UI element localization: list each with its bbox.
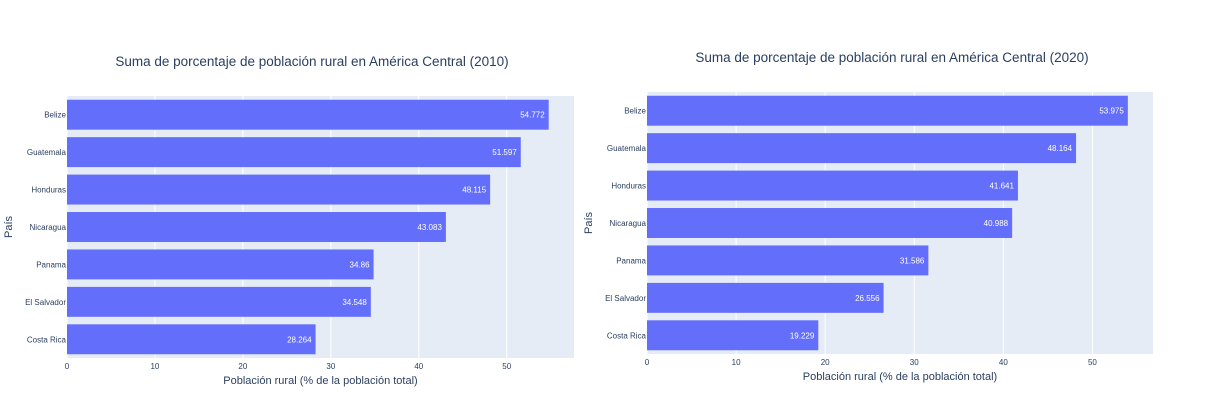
bar — [67, 249, 374, 280]
x-tick-label: 20 — [821, 358, 830, 367]
x-tick-label: 50 — [1088, 358, 1097, 367]
bar — [67, 324, 316, 355]
bar — [647, 245, 929, 276]
bar — [647, 320, 819, 351]
y-tick-label: Guatemala — [607, 144, 647, 153]
bar — [647, 208, 1013, 238]
bar — [67, 212, 446, 242]
y-tick-label: Honduras — [31, 186, 66, 195]
bar-value-label: 34.86 — [350, 260, 371, 269]
x-tick-label: 30 — [910, 358, 919, 367]
chart-title: Suma de porcentaje de población rural en… — [115, 54, 508, 69]
x-tick-label: 40 — [414, 362, 423, 371]
bar-value-label: 53.975 — [1099, 107, 1124, 116]
y-axis-title: País — [3, 215, 15, 238]
y-tick-label: Belize — [44, 111, 66, 120]
chart-2020: 53.975 48.164 41.641 40.988 31.586 26.556 19.2… — [583, 50, 1153, 383]
bar-value-label: 28.264 — [287, 335, 312, 344]
bar-value-label: 48.164 — [1048, 144, 1073, 153]
y-tick-label: Costa Rica — [607, 331, 647, 340]
y-axis-title: País — [583, 211, 595, 234]
bar-value-label: 34.548 — [342, 298, 367, 307]
x-axis-title: Población rural (% de la población total… — [803, 371, 997, 383]
bar — [67, 286, 371, 317]
x-tick-label: 10 — [150, 362, 159, 371]
bar-value-label: 51.597 — [492, 148, 517, 157]
y-tick-label: Belize — [624, 107, 646, 116]
bar-value-label: 40.988 — [984, 219, 1009, 228]
y-tick-label: El Salvador — [25, 298, 66, 307]
bar-value-label: 43.083 — [417, 223, 442, 232]
bar — [67, 137, 521, 168]
bars: 54.772 51.597 48.115 43.083 34.86 34.548 28.26… — [67, 99, 549, 355]
x-tick-label: 20 — [238, 362, 247, 371]
x-tick-label: 0 — [645, 358, 650, 367]
bar — [647, 170, 1018, 201]
chart-2010: 54.772 51.597 48.115 43.083 34.86 34.548 28.26… — [3, 54, 574, 387]
x-tick-label: 30 — [326, 362, 335, 371]
bar-value-label: 19.229 — [790, 331, 815, 340]
y-tick-label: Guatemala — [27, 148, 67, 157]
bar-value-label: 41.641 — [989, 182, 1014, 191]
x-axis-title: Población rural (% de la población total… — [223, 375, 417, 387]
x-tick-label: 10 — [732, 358, 741, 367]
y-tick-label: El Salvador — [605, 294, 646, 303]
y-tick-label: Nicaragua — [610, 219, 647, 228]
bar — [647, 133, 1077, 164]
bars: 53.975 48.164 41.641 40.988 31.586 26.556 19.2… — [647, 95, 1128, 351]
bar — [647, 95, 1128, 126]
x-tick-label: 0 — [65, 362, 70, 371]
bar — [67, 174, 491, 205]
y-tick-label: Costa Rica — [27, 335, 67, 344]
x-tick-label: 40 — [999, 358, 1008, 367]
y-tick-label: Honduras — [611, 182, 646, 191]
y-tick-label: Panama — [616, 256, 646, 265]
y-tick-label: Nicaragua — [30, 223, 67, 232]
bar-value-label: 48.115 — [462, 186, 486, 195]
bar-value-label: 54.772 — [520, 111, 545, 120]
x-tick-label: 50 — [502, 362, 511, 371]
bar-value-label: 31.586 — [900, 256, 925, 265]
y-tick-label: Panama — [36, 260, 66, 269]
chart-title: Suma de porcentaje de población rural en… — [695, 50, 1088, 65]
bar — [647, 282, 884, 313]
bar — [67, 99, 549, 130]
bar-value-label: 26.556 — [855, 294, 880, 303]
